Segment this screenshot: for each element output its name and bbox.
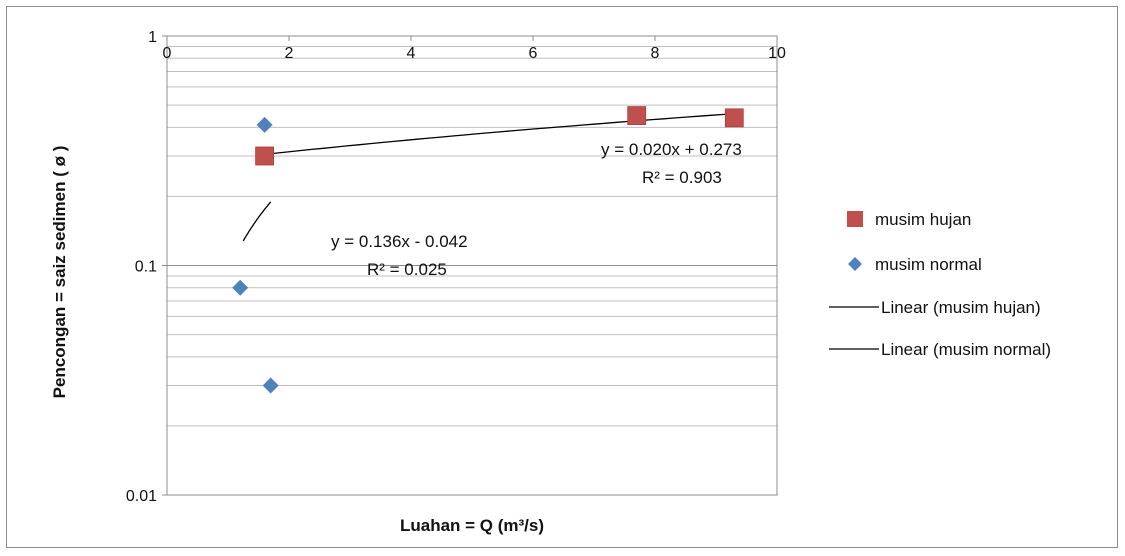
trendline-hujan [264,112,735,156]
legend-marker-diamond [848,257,862,271]
y-axis-label: Pencongan = saiz sedimen ( ø ) [50,146,69,399]
legend-marker-square [847,211,863,227]
x-tick-label: 0 [163,45,172,62]
trendlines [242,112,735,242]
point-musim-normal [262,377,279,394]
y-axis-ticks: 0.01 0.1 1 [126,29,167,505]
point-musim-hujan [724,108,744,128]
y-tick-label: 0.01 [126,488,157,505]
point-musim-hujan [255,146,275,166]
point-musim-normal [256,116,273,133]
trendline-equation-normal: y = 0.136x - 0.042 [331,232,468,251]
trendline-r2-normal: R² = 0.025 [367,260,447,279]
x-tick-label: 8 [651,45,660,62]
legend-label: musim hujan [875,210,971,229]
chart-frame: 0 2 4 6 8 10 0.01 0.1 1 y = 0.020x + 0.273 R² =… [6,6,1118,548]
x-tick-label: 2 [285,45,294,62]
x-tick-label: 10 [768,45,786,62]
legend: musim hujan musim normal Linear (musim huj… [829,210,1051,359]
point-musim-hujan [627,106,647,125]
x-axis-label: Luahan = Q (m³/s) [400,516,544,535]
x-axis-ticks: 0 2 4 6 8 10 [163,36,786,62]
trendline-equation-hujan: y = 0.020x + 0.273 [601,140,742,159]
point-musim-normal [232,279,249,296]
y-tick-label: 1 [148,29,157,46]
chart-svg: 0 2 4 6 8 10 0.01 0.1 1 y = 0.020x + 0.273 R² =… [50,29,1051,535]
x-tick-label: 6 [529,45,538,62]
trendline-normal [242,201,272,242]
trendline-r2-hujan: R² = 0.903 [642,168,722,187]
legend-label: Linear (musim normal) [881,340,1051,359]
x-tick-label: 4 [407,45,416,62]
legend-label: Linear (musim hujan) [881,298,1041,317]
y-tick-label: 0.1 [135,259,157,276]
legend-label: musim normal [875,255,982,274]
gridlines [167,35,777,496]
data-points [232,106,744,394]
